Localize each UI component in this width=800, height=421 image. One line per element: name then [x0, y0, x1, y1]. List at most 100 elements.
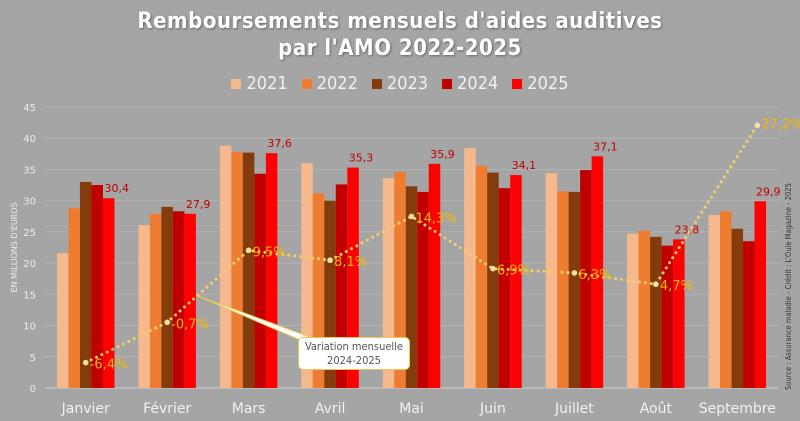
- bar-2024: [580, 170, 592, 388]
- legend-label: 2022: [316, 73, 358, 94]
- variation-point: [82, 359, 89, 366]
- bar-2024: [254, 173, 266, 388]
- legend-swatch: [371, 78, 382, 89]
- legend-item-2023: 2023: [371, 73, 429, 94]
- bar-2021: [219, 145, 232, 388]
- y-tick-label: 0: [30, 384, 36, 395]
- legend-label: 2023: [386, 73, 429, 94]
- bar-2024: [661, 245, 674, 388]
- legend-label: 2024: [457, 73, 499, 94]
- bar-2022: [475, 165, 488, 388]
- y-tick-label: 35: [23, 165, 36, 176]
- variation-line: [84, 123, 759, 365]
- chart-title: Remboursements mensuels d'aides auditive…: [0, 8, 800, 62]
- bar-2024: [172, 211, 185, 388]
- x-tick-label: Septembre: [699, 401, 776, 417]
- bar-2024: [743, 241, 755, 388]
- bar-2025: [428, 163, 441, 388]
- x-tick-label: Avril: [315, 401, 346, 417]
- bar-2021: [545, 173, 558, 388]
- bar-2022: [231, 151, 243, 388]
- variation-label: -0,7%: [171, 317, 209, 332]
- bar-2021: [464, 148, 476, 388]
- x-tick-label: Janvier: [61, 401, 110, 417]
- data-label-2025: 34,1: [512, 159, 537, 172]
- bar-2025: [184, 213, 196, 388]
- x-tick-label: Mai: [399, 401, 424, 417]
- legend-item-2025: 2025: [512, 73, 569, 94]
- y-axis-label: EN MILLIONS D'EUROS: [10, 202, 19, 292]
- y-tick-label: 15: [23, 290, 36, 301]
- legend-label: 2025: [527, 73, 569, 94]
- bar-2024: [335, 184, 348, 388]
- bar-2022: [149, 213, 162, 388]
- variation-point: [754, 122, 761, 129]
- bar-2025: [510, 175, 522, 388]
- bar-2023: [242, 152, 255, 388]
- bar-2021: [301, 163, 313, 388]
- variation-point: [408, 213, 415, 220]
- bar-2023: [161, 206, 173, 388]
- bar-2023: [405, 186, 418, 388]
- title-line-2: par l'AMO 2022-2025: [278, 36, 522, 61]
- data-label-2025: 35,3: [349, 152, 374, 165]
- variation-label: 27,2%: [761, 117, 800, 132]
- legend-item-2024: 2024: [442, 73, 498, 94]
- bar-2023: [650, 236, 662, 388]
- bar-2024: [91, 185, 103, 388]
- variation-label: 8,1%: [334, 255, 367, 270]
- callout-line-1: Variation mensuelle: [304, 340, 404, 353]
- variation-label: 6,9%: [497, 264, 530, 279]
- data-label-2025: 37,6: [267, 137, 292, 150]
- variation-point: [164, 319, 170, 326]
- legend: 2021 2022 2023 2024 2025: [0, 73, 800, 94]
- bar-2025: [102, 198, 115, 388]
- data-label-2025: 35,9: [430, 148, 455, 161]
- variation-point: [490, 265, 496, 272]
- legend-item-2021: 2021: [231, 73, 288, 94]
- bar-2025: [673, 239, 685, 388]
- variation-label: 4,7%: [660, 279, 693, 294]
- title-line-1: Remboursements mensuels d'aides auditive…: [137, 9, 663, 34]
- y-tick-label: 10: [23, 322, 36, 333]
- x-tick-label: Août: [640, 401, 673, 417]
- bar-2022: [720, 211, 732, 388]
- variation-label: 9,5%: [253, 245, 286, 260]
- y-tick-label: 5: [30, 353, 36, 364]
- bar-2021: [627, 233, 639, 388]
- bar-2023: [731, 228, 744, 388]
- bar-2022: [557, 191, 569, 388]
- source-credit: Source : Assurance maladie - Crédit : L'…: [784, 183, 793, 390]
- bar-2025: [754, 201, 767, 388]
- bar-2021: [708, 215, 721, 388]
- variation-callout: Variation mensuelle 2024-2025: [298, 337, 410, 370]
- legend-swatch: [301, 78, 312, 89]
- bar-2021: [56, 253, 69, 388]
- bar-2023: [487, 172, 499, 388]
- bar-2022: [638, 230, 651, 388]
- variation-point: [327, 257, 333, 264]
- variation-point: [571, 270, 578, 276]
- y-tick-label: 40: [23, 134, 36, 145]
- y-tick-label: 45: [23, 103, 36, 114]
- y-tick-label: 20: [23, 259, 36, 270]
- bar-2024: [417, 191, 429, 388]
- data-label-2025: 30,4: [104, 182, 129, 195]
- legend-swatch: [512, 78, 523, 89]
- data-label-2025: 27,9: [186, 198, 211, 211]
- legend-label: 2021: [246, 73, 288, 94]
- variation-label: 6,3%: [578, 268, 611, 283]
- x-tick-label: Février: [143, 401, 191, 417]
- bar-2023: [568, 191, 581, 388]
- x-tick-label: Juillet: [554, 401, 594, 417]
- variation-point: [245, 247, 252, 254]
- legend-swatch: [442, 78, 453, 89]
- bar-2021: [138, 225, 150, 388]
- variation-point: [653, 281, 659, 288]
- bar-2024: [498, 188, 511, 388]
- legend-swatch: [231, 78, 242, 89]
- x-tick-label: Mars: [232, 401, 266, 417]
- callout-line-2: 2024-2025: [327, 354, 381, 367]
- bar-2025: [265, 153, 278, 388]
